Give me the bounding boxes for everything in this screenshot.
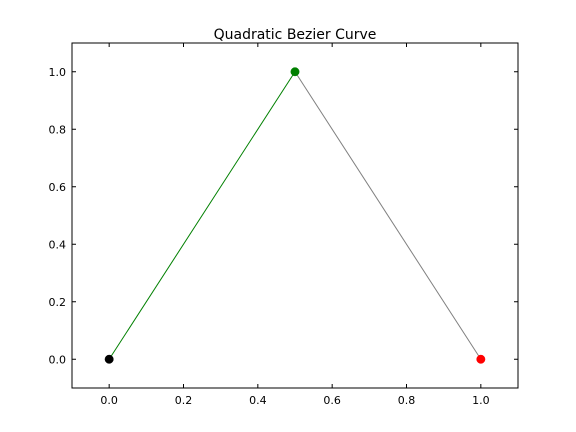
axes-frame	[71, 42, 519, 389]
y-tick-label: 0.4	[49, 238, 67, 251]
y-tick-label: 1.0	[49, 66, 67, 79]
control-point-2	[476, 354, 486, 364]
x-tick-label: 1.0	[472, 394, 490, 407]
x-tick-label: 0.4	[249, 394, 267, 407]
series-line-1	[294, 71, 482, 360]
control-point-1	[290, 67, 300, 77]
x-tick-label: 0.2	[175, 394, 193, 407]
x-tick-label: 0.0	[100, 394, 118, 407]
y-tick-label: 0.0	[49, 353, 67, 366]
x-tick-label: 0.6	[323, 394, 341, 407]
y-tick-label: 0.2	[49, 296, 67, 309]
chart-title: Quadratic Bezier Curve	[214, 27, 377, 43]
control-point-0	[104, 354, 114, 364]
plot-area: 0.0 0.2 0.4 0.6 0.8 1.0 0.0 0.2 0.4 0.6 0.8 1.0	[49, 42, 519, 407]
y-tick-label: 0.8	[49, 123, 67, 136]
x-tick-label: 0.8	[398, 394, 416, 407]
y-tick-label: 0.6	[49, 181, 67, 194]
series-line-0	[108, 71, 296, 360]
